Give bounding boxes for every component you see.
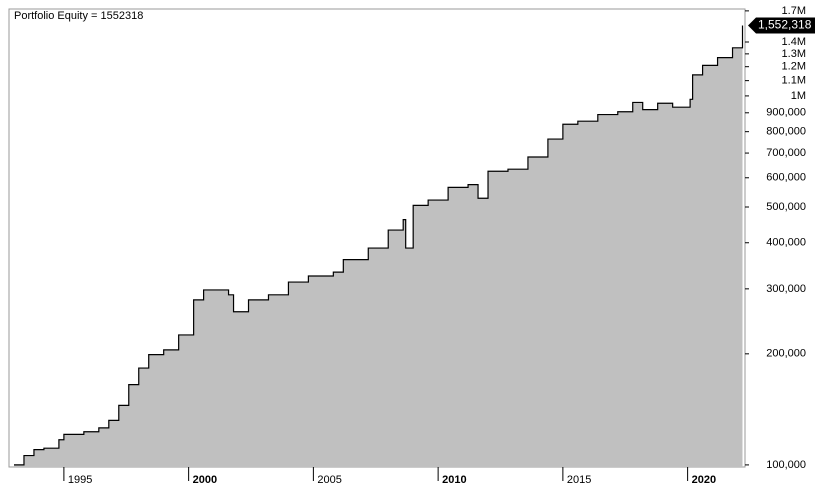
x-tick-label: 2015 [567, 474, 591, 486]
last-value-label: 1,552,318 [758, 18, 812, 32]
x-tick-label: 1995 [68, 474, 92, 486]
y-tick-label: 1.7M [782, 5, 806, 17]
y-tick-label: 700,000 [766, 147, 806, 159]
y-tick-label: 1M [791, 90, 806, 102]
last-value-box [748, 17, 815, 34]
y-tick-label: 1.4M [782, 36, 806, 48]
x-tick-label: 2000 [193, 474, 217, 486]
y-tick-label: 1.1M [782, 75, 806, 87]
y-tick-label: 600,000 [766, 172, 806, 184]
equity-area [13, 25, 743, 468]
y-tick-label: 1.3M [782, 48, 806, 60]
y-tick-label: 1.2M [782, 61, 806, 73]
equity-line [13, 25, 744, 466]
y-tick-label: 300,000 [766, 283, 806, 295]
y-tick-label: 400,000 [766, 237, 806, 249]
y-tick-label: 200,000 [766, 348, 806, 360]
y-tick-label: 900,000 [766, 107, 806, 119]
y-tick-label: 500,000 [766, 201, 806, 213]
x-tick-label: 2020 [692, 474, 716, 486]
x-tick-label: 2005 [317, 474, 341, 486]
chart-title: Portfolio Equity = 1552318 [14, 10, 143, 22]
y-tick-label: 800,000 [766, 126, 806, 138]
y-tick-label: 100,000 [766, 459, 806, 471]
x-tick-label: 2010 [442, 474, 466, 486]
